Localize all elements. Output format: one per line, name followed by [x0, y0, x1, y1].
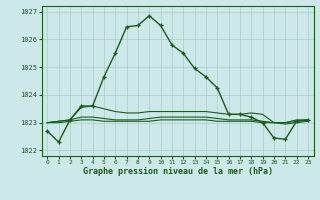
X-axis label: Graphe pression niveau de la mer (hPa): Graphe pression niveau de la mer (hPa) [83, 167, 273, 176]
